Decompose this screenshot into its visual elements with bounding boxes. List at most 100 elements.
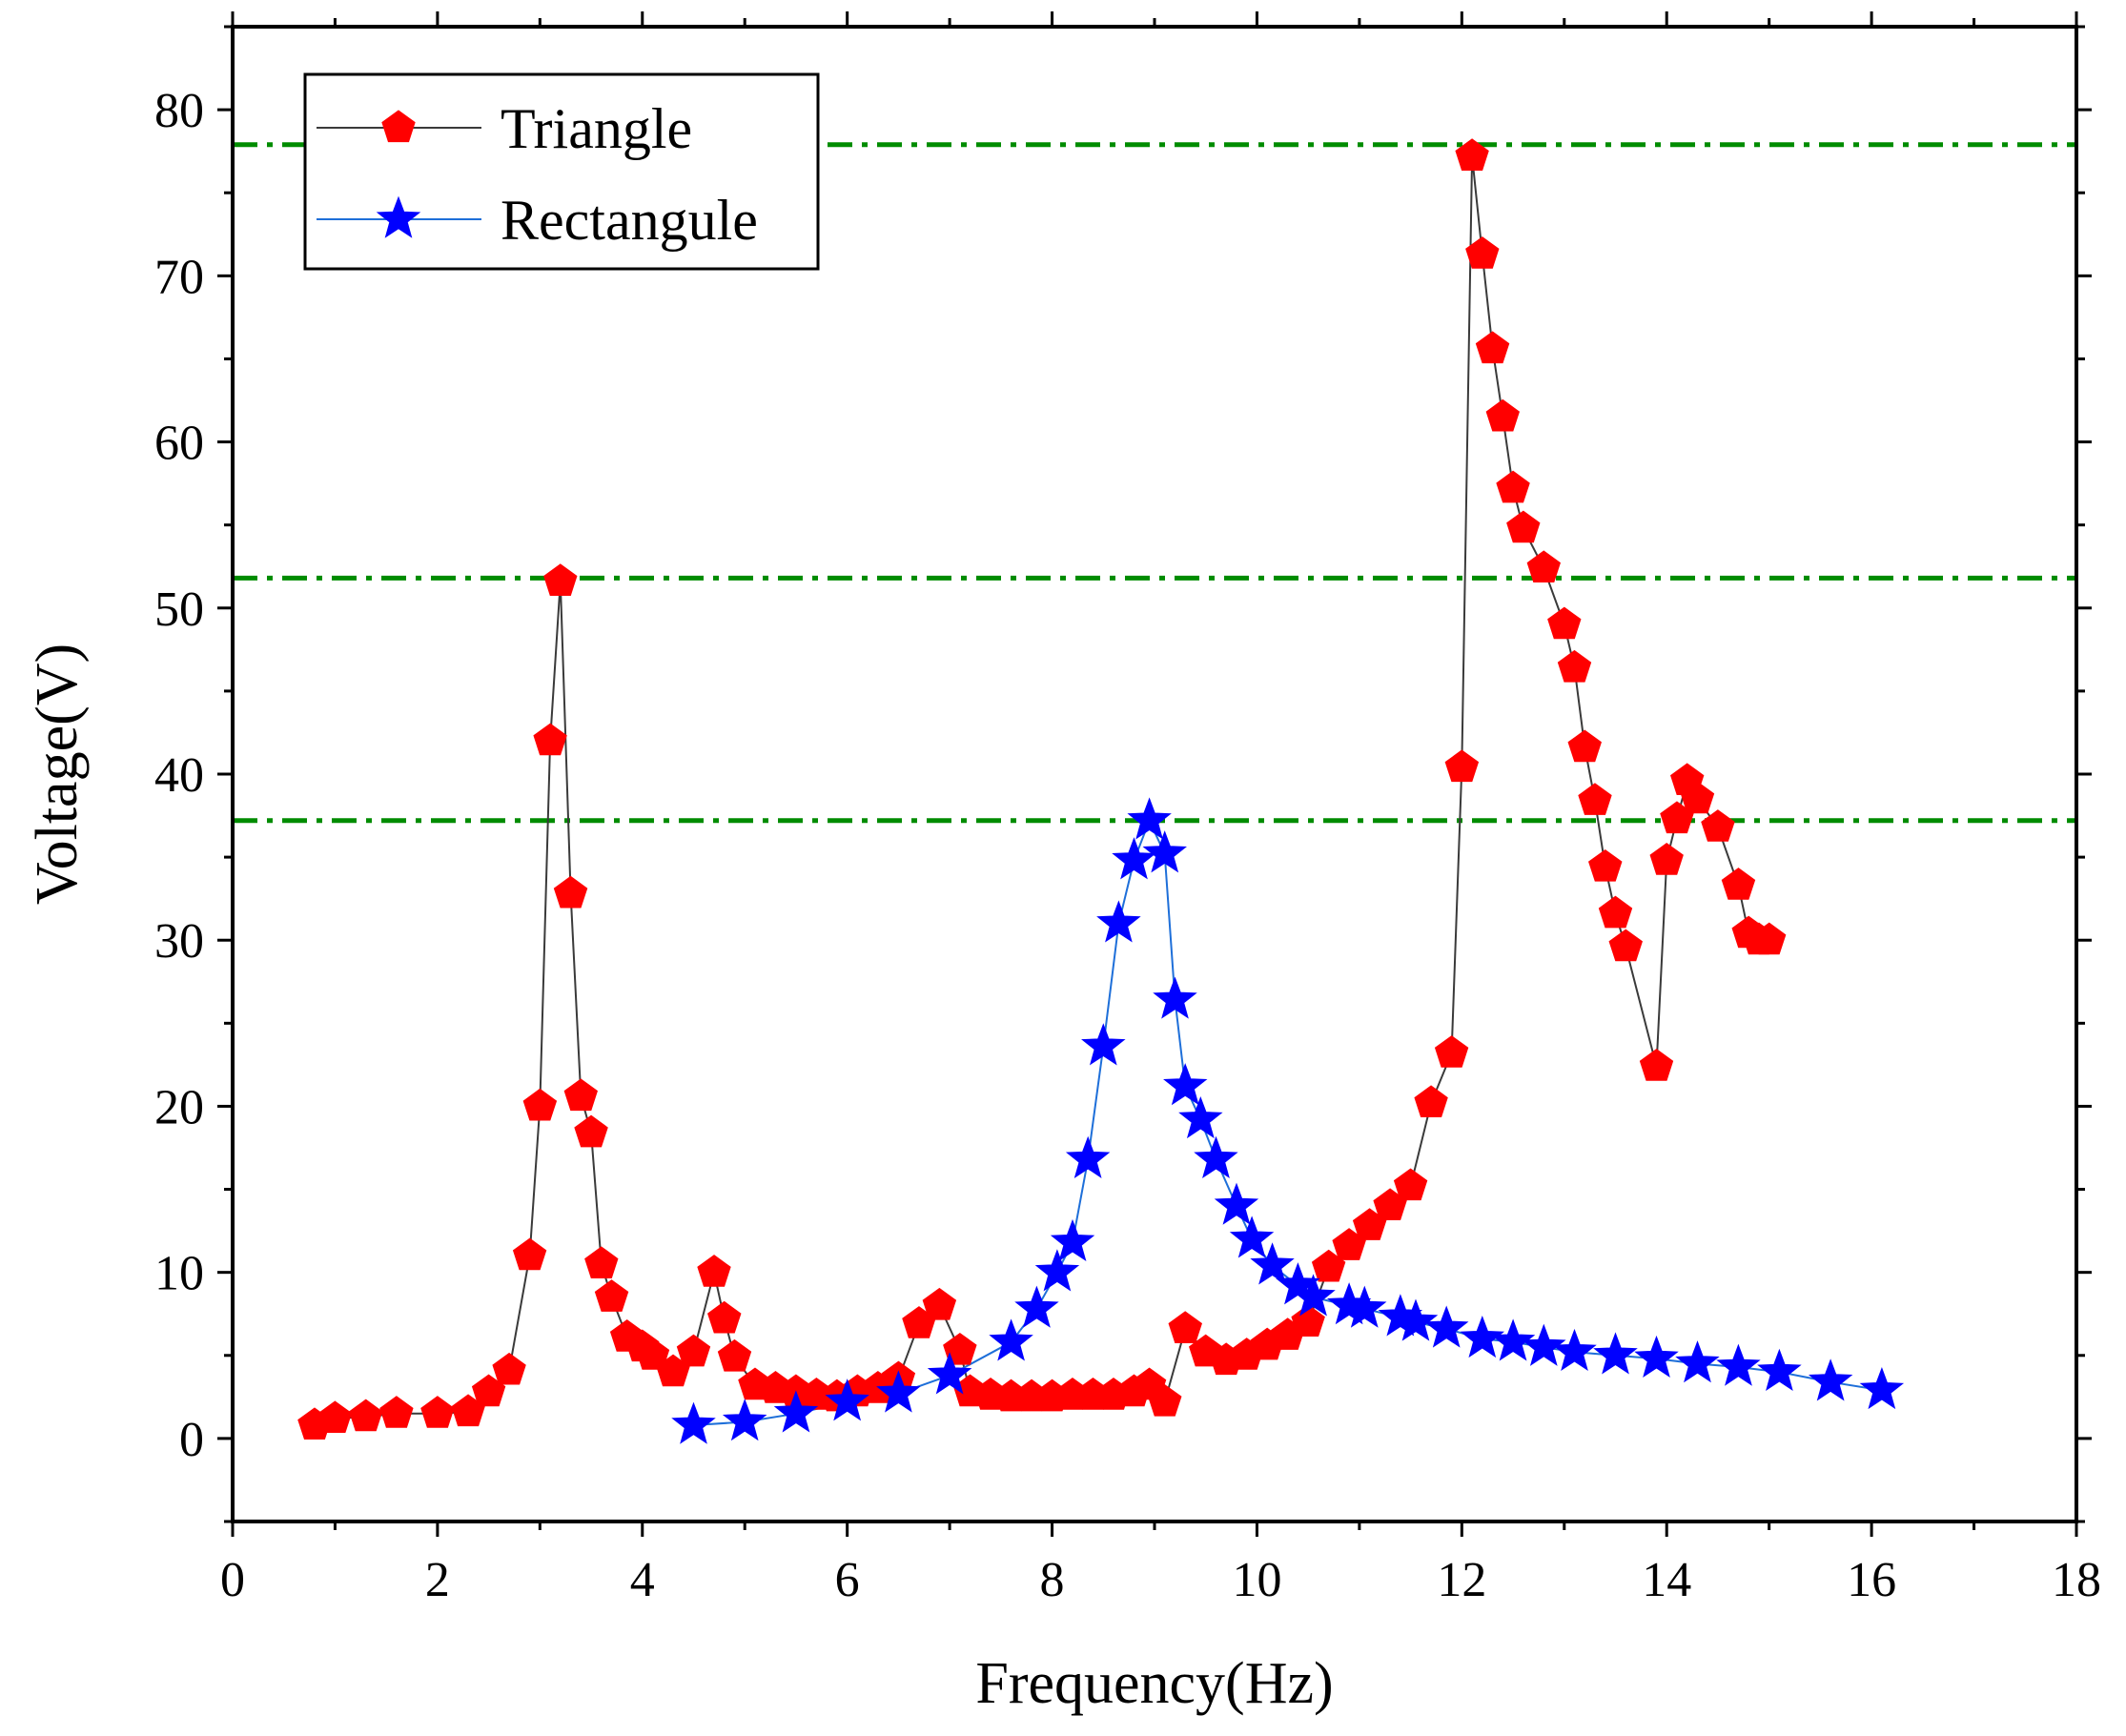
data-point-rectangule bbox=[876, 1370, 921, 1413]
data-point-rectangule bbox=[825, 1379, 869, 1421]
data-point-triangle bbox=[512, 1237, 547, 1271]
data-point-rectangule bbox=[1096, 900, 1141, 943]
data-point-triangle bbox=[1557, 649, 1592, 683]
data-point-rectangule bbox=[1552, 1328, 1597, 1372]
data-point-rectangule bbox=[1229, 1215, 1275, 1258]
data-point-triangle bbox=[1148, 1383, 1182, 1417]
data-point-rectangule bbox=[1460, 1315, 1505, 1358]
data-point-triangle bbox=[1475, 331, 1510, 364]
x-axis-ticks bbox=[231, 11, 2078, 1537]
data-point-triangle bbox=[543, 563, 578, 596]
data-point-rectangule bbox=[1050, 1218, 1095, 1262]
y-tick-label: 30 bbox=[154, 914, 204, 969]
legend-box bbox=[303, 72, 820, 271]
data-point-triangle bbox=[533, 723, 567, 756]
data-point-triangle bbox=[379, 1396, 414, 1428]
data-point-triangle bbox=[922, 1287, 957, 1320]
x-tick-label: 0 bbox=[220, 1553, 245, 1607]
data-point-triangle bbox=[1393, 1168, 1428, 1201]
data-point-triangle bbox=[522, 1088, 558, 1121]
y-tick-label: 70 bbox=[154, 250, 204, 304]
data-point-rectangule bbox=[1423, 1305, 1469, 1348]
x-tick-label: 8 bbox=[1040, 1553, 1065, 1607]
y-tick-label: 50 bbox=[154, 582, 204, 637]
y-axis-tick-labels: 0 10 20 30 40 50 60 70 80 bbox=[154, 84, 204, 1467]
y-tick-label: 20 bbox=[154, 1080, 204, 1134]
data-point-triangle bbox=[1639, 1048, 1674, 1081]
data-point-triangle bbox=[1598, 895, 1633, 929]
data-point-rectangule bbox=[1250, 1242, 1295, 1285]
y-axis-title: Voltage(V) bbox=[25, 643, 90, 905]
data-point-triangle bbox=[1414, 1085, 1448, 1117]
data-point-triangle bbox=[1547, 606, 1582, 640]
data-point-triangle bbox=[584, 1246, 619, 1278]
data-point-triangle bbox=[1751, 922, 1787, 955]
data-point-triangle bbox=[1465, 236, 1500, 269]
data-point-rectangule bbox=[1490, 1318, 1536, 1361]
data-point-triangle bbox=[1506, 510, 1541, 543]
data-point-triangle bbox=[707, 1300, 742, 1334]
data-point-rectangule bbox=[1014, 1285, 1059, 1328]
data-point-triangle bbox=[1168, 1311, 1202, 1343]
data-point-rectangule bbox=[1634, 1335, 1679, 1379]
data-point-rectangule bbox=[989, 1318, 1033, 1361]
legend: Triangle Rectangule bbox=[303, 72, 820, 271]
legend-marker-shape bbox=[376, 195, 421, 238]
x-tick-label: 2 bbox=[425, 1553, 450, 1607]
data-point-rectangule bbox=[671, 1401, 716, 1444]
data-point-rectangule bbox=[1127, 797, 1172, 840]
y-tick-label: 40 bbox=[154, 748, 204, 803]
legend-label-rectangule: Rectangule bbox=[501, 189, 758, 252]
data-point-triangle bbox=[635, 1338, 670, 1370]
data-point-rectangule bbox=[722, 1399, 767, 1441]
legend-marker-triangle bbox=[381, 110, 416, 143]
data-point-rectangule bbox=[1757, 1348, 1802, 1391]
data-point-triangle bbox=[1680, 781, 1715, 814]
y-tick-label: 60 bbox=[154, 417, 204, 471]
x-tick-label: 16 bbox=[1847, 1553, 1896, 1607]
data-point-triangle bbox=[1434, 1035, 1469, 1068]
data-point-triangle bbox=[1701, 809, 1735, 842]
data-point-rectangule bbox=[1194, 1135, 1238, 1178]
data-point-rectangule bbox=[1859, 1366, 1905, 1410]
data-point-triangle bbox=[676, 1334, 711, 1367]
data-point-rectangule bbox=[1112, 837, 1156, 880]
data-point-rectangule bbox=[1163, 1063, 1208, 1106]
data-point-rectangule bbox=[1034, 1249, 1080, 1292]
data-point-triangle bbox=[1496, 470, 1530, 503]
data-point-triangle bbox=[697, 1255, 731, 1287]
data-point-triangle bbox=[492, 1352, 526, 1385]
data-point-triangle bbox=[1526, 550, 1561, 582]
y-tick-label: 10 bbox=[154, 1247, 204, 1301]
x-tick-label: 18 bbox=[2052, 1553, 2101, 1607]
data-point-rectangule bbox=[1065, 1135, 1111, 1178]
x-tick-label: 10 bbox=[1232, 1553, 1281, 1607]
legend-label-triangle: Triangle bbox=[501, 97, 692, 160]
data-point-rectangule bbox=[1342, 1285, 1387, 1328]
data-point-triangle bbox=[1485, 398, 1520, 432]
data-point-rectangule bbox=[1716, 1343, 1761, 1386]
data-point-triangle bbox=[1721, 868, 1756, 900]
legend-marker-shape bbox=[381, 110, 416, 143]
data-point-rectangule bbox=[1178, 1095, 1223, 1139]
data-point-triangle bbox=[1455, 138, 1489, 171]
data-point-rectangule bbox=[1808, 1358, 1853, 1401]
data-point-triangle bbox=[943, 1332, 977, 1365]
data-point-rectangule bbox=[1522, 1323, 1566, 1366]
data-point-rectangule bbox=[1142, 830, 1187, 873]
x-tick-label: 12 bbox=[1437, 1553, 1486, 1607]
data-point-triangle bbox=[1608, 929, 1643, 962]
data-point-rectangule bbox=[773, 1390, 819, 1433]
data-point-triangle bbox=[1588, 848, 1623, 882]
data-point-triangle bbox=[1567, 729, 1602, 763]
data-point-rectangule bbox=[1675, 1340, 1720, 1383]
x-tick-label: 6 bbox=[835, 1553, 860, 1607]
series-markers bbox=[297, 138, 1905, 1444]
x-tick-label: 14 bbox=[1642, 1553, 1691, 1607]
data-point-triangle bbox=[563, 1078, 598, 1112]
data-point-triangle bbox=[420, 1396, 455, 1428]
y-tick-label: 0 bbox=[179, 1413, 204, 1467]
data-point-rectangule bbox=[1153, 976, 1197, 1019]
